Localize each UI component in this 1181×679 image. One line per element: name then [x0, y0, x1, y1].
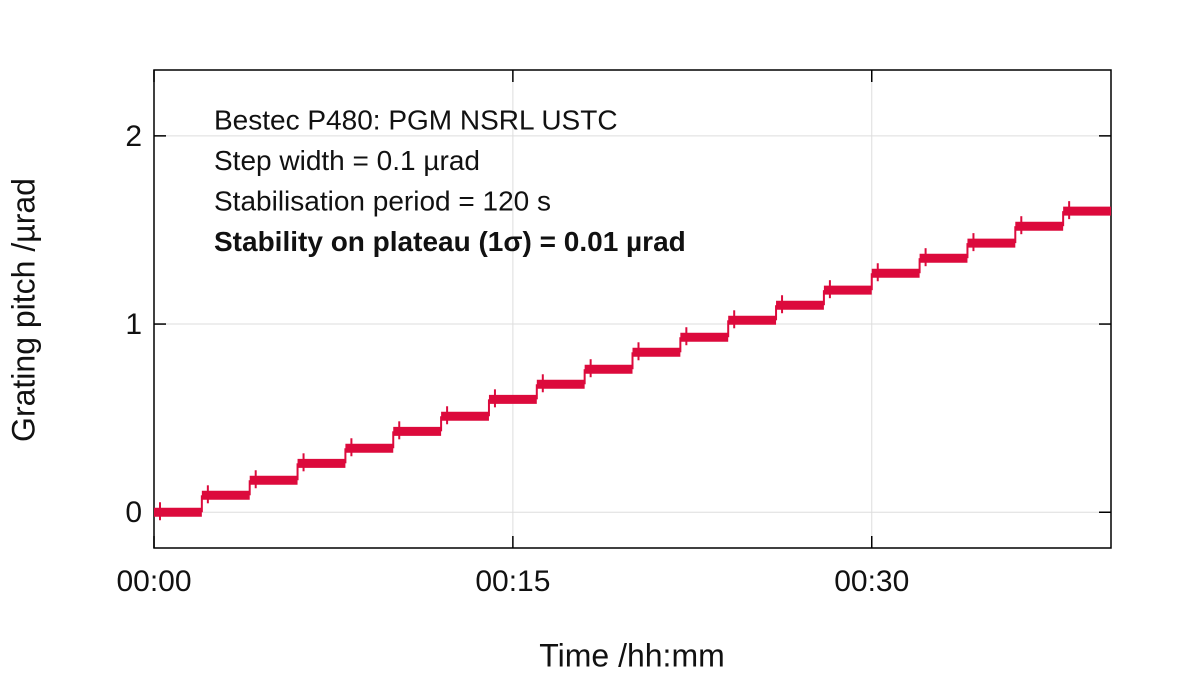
annotation: Step width = 0.1 µrad — [214, 145, 480, 176]
annotation: Stabilisation period = 120 s — [214, 185, 551, 216]
x-axis-title: Time /hh:mm — [539, 637, 725, 673]
x-tick-label: 00:30 — [834, 565, 909, 598]
y-axis-title: Grating pitch /µrad — [5, 178, 41, 442]
annotation: Stability on plateau (1σ) = 0.01 µrad — [214, 226, 686, 257]
annotation: Bestec P480: PGM NSRL USTC — [214, 104, 618, 135]
y-tick-label: 0 — [125, 496, 142, 529]
x-tick-label: 00:00 — [116, 565, 191, 598]
y-tick-label: 1 — [125, 308, 142, 341]
x-tick-label: 00:15 — [475, 565, 550, 598]
plot-frame — [153, 69, 1112, 549]
y-tick-label: 2 — [125, 120, 142, 153]
